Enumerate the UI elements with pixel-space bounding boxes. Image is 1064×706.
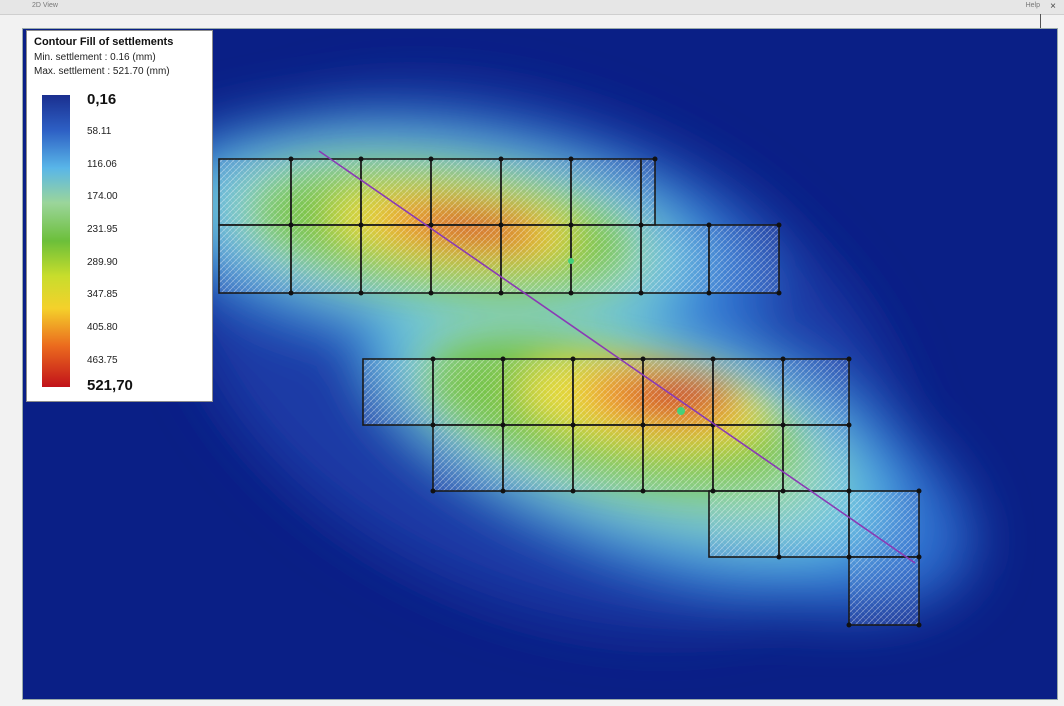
section-line[interactable] (318, 150, 916, 564)
foundation-grid-lower (362, 358, 920, 626)
scale-label: 405.80 (87, 322, 118, 333)
point-marker-icon[interactable] (677, 407, 685, 415)
legend-panel: Contour Fill of settlements Min. settlem… (26, 30, 213, 402)
legend-min: Min. settlement : 0.16 (mm) (34, 52, 156, 63)
foundation-grid-upper (218, 158, 780, 294)
grid-nodes (288, 156, 922, 628)
scale-label: 347.85 (87, 289, 118, 300)
scale-label: 289.90 (87, 257, 118, 268)
scale-label: 521,70 (87, 377, 133, 394)
scale-label: 0,16 (87, 91, 117, 108)
color-scale-bar (42, 95, 70, 387)
window-title-right: Help (1025, 2, 1040, 9)
scale-label: 174.00 (87, 191, 118, 202)
legend-max: Max. settlement : 521.70 (mm) (34, 66, 170, 77)
close-icon[interactable]: × (1050, 1, 1056, 12)
scale-label: 116.06 (87, 159, 117, 170)
window-title-left: 2D View (32, 2, 58, 9)
settlement-contour-plot[interactable] (22, 28, 1058, 700)
scale-label: 463.75 (87, 355, 118, 366)
scale-label: 58.11 (87, 126, 112, 137)
window-titlebar: 2D View Help × (0, 0, 1064, 15)
contour-canvas (23, 29, 1057, 699)
point-marker-icon[interactable] (568, 258, 574, 264)
resize-handle[interactable] (1040, 14, 1041, 28)
legend-title: Contour Fill of settlements (34, 36, 174, 48)
scale-label: 231.95 (87, 224, 118, 235)
